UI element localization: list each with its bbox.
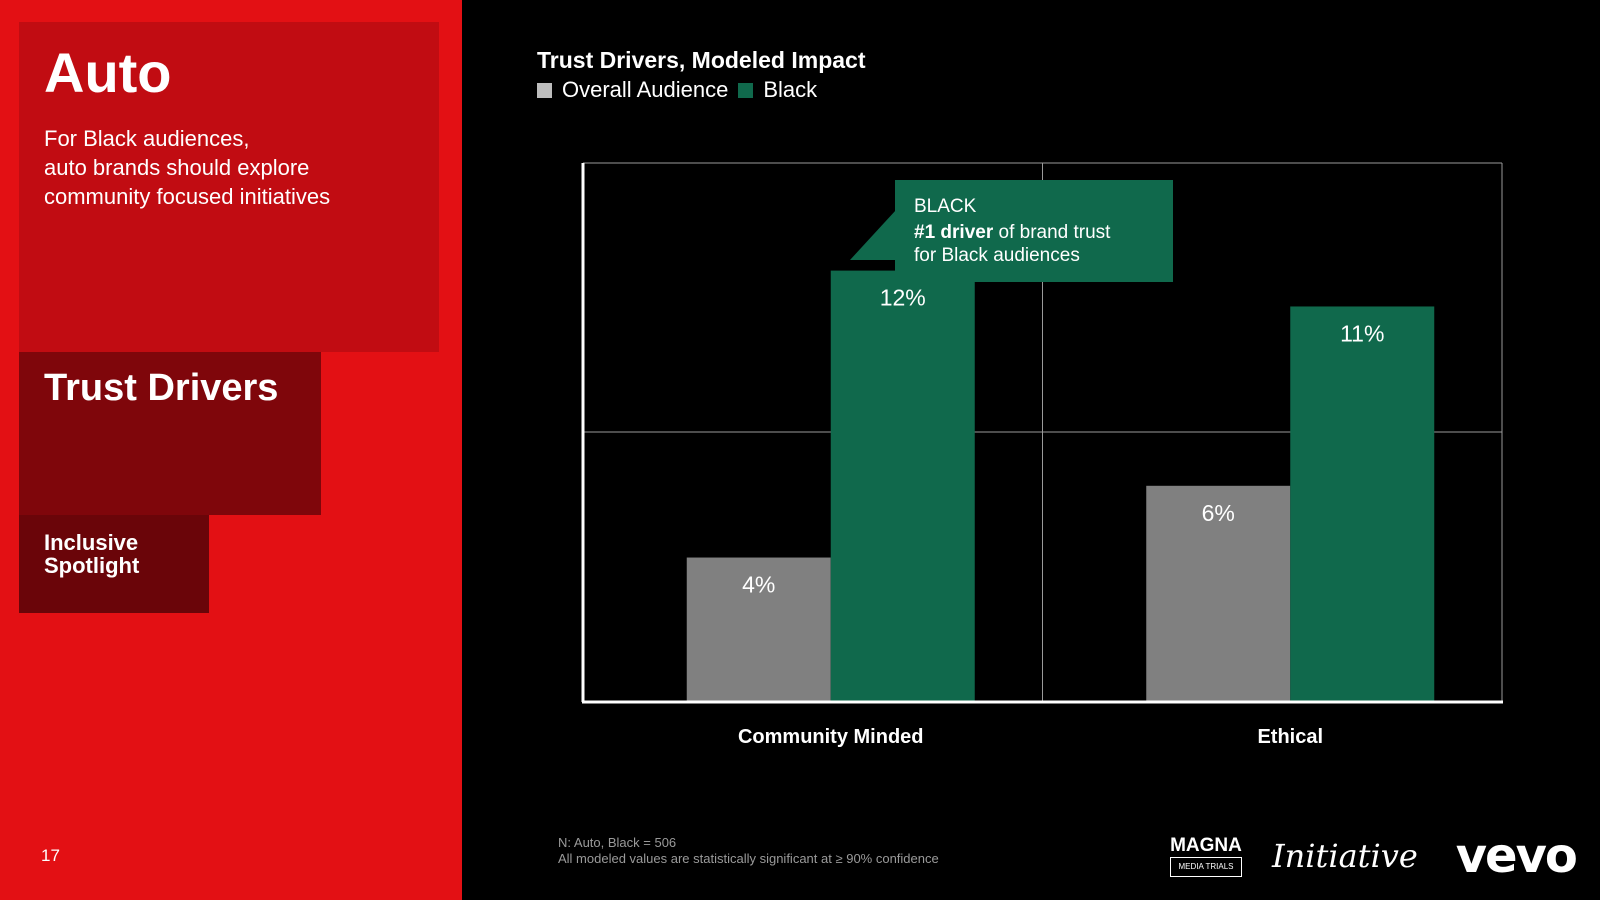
intro-panel <box>19 22 439 352</box>
magna-logo-subtext: MEDIA TRIALS <box>1170 857 1242 877</box>
sidebar: Auto For Black audiences, auto brands sh… <box>0 0 462 900</box>
callout-line-2: for Black audiences <box>914 245 1080 266</box>
page-title: Auto <box>44 41 172 104</box>
vevo-logo: vevo <box>1455 828 1578 884</box>
legend-item-black: Black <box>738 77 817 103</box>
callout-pointer <box>850 210 896 260</box>
bar-overall-0 <box>686 557 831 701</box>
section-title: Trust Drivers <box>44 367 279 409</box>
chart-legend: Overall Audience Black <box>537 77 827 103</box>
category-label-1: Ethical <box>1257 726 1323 748</box>
section-panel <box>19 352 321 515</box>
legend-label-overall: Overall Audience <box>562 77 729 102</box>
callout-emphasis: #1 driver <box>914 222 994 243</box>
bar-label-overall-1: 6% <box>1202 500 1235 526</box>
callout-heading: BLACK <box>914 196 977 217</box>
intro-text: For Black audiences, auto brands should … <box>44 126 331 209</box>
callout-box: BLACK #1 driver of brand trust for Black… <box>895 180 1173 282</box>
spotlight-label: Inclusive Spotlight <box>44 530 140 578</box>
spotlight-panel <box>19 515 209 613</box>
category-label-0: Community Minded <box>738 726 924 748</box>
bar-black-0 <box>830 270 975 701</box>
legend-swatch-black <box>738 82 754 98</box>
page-number: 17 <box>41 846 60 865</box>
callout-line-1-rest: of brand trust <box>993 222 1111 243</box>
legend-label-black: Black <box>763 77 818 102</box>
bar-black-1 <box>1290 306 1435 701</box>
magna-logo: MAGNA MEDIA TRIALS <box>1170 835 1242 877</box>
bar-overall-1 <box>1146 485 1291 701</box>
callout-line-1: #1 driver of brand trust <box>914 222 1110 244</box>
legend-item-overall: Overall Audience <box>537 77 728 103</box>
bar-label-black-0: 12% <box>880 285 926 311</box>
initiative-logo: Initiative <box>1272 837 1418 875</box>
legend-swatch-overall <box>537 82 552 98</box>
magna-logo-text: MAGNA <box>1170 835 1242 856</box>
bar-label-overall-0: 4% <box>742 572 775 598</box>
bar-label-black-1: 11% <box>1340 320 1384 346</box>
logo-strip: MAGNA MEDIA TRIALS Initiative vevo <box>1170 828 1578 884</box>
chart-title: Trust Drivers, Modeled Impact <box>537 47 866 73</box>
footnote: N: Auto, Black = 506 All modeled values … <box>558 835 939 866</box>
